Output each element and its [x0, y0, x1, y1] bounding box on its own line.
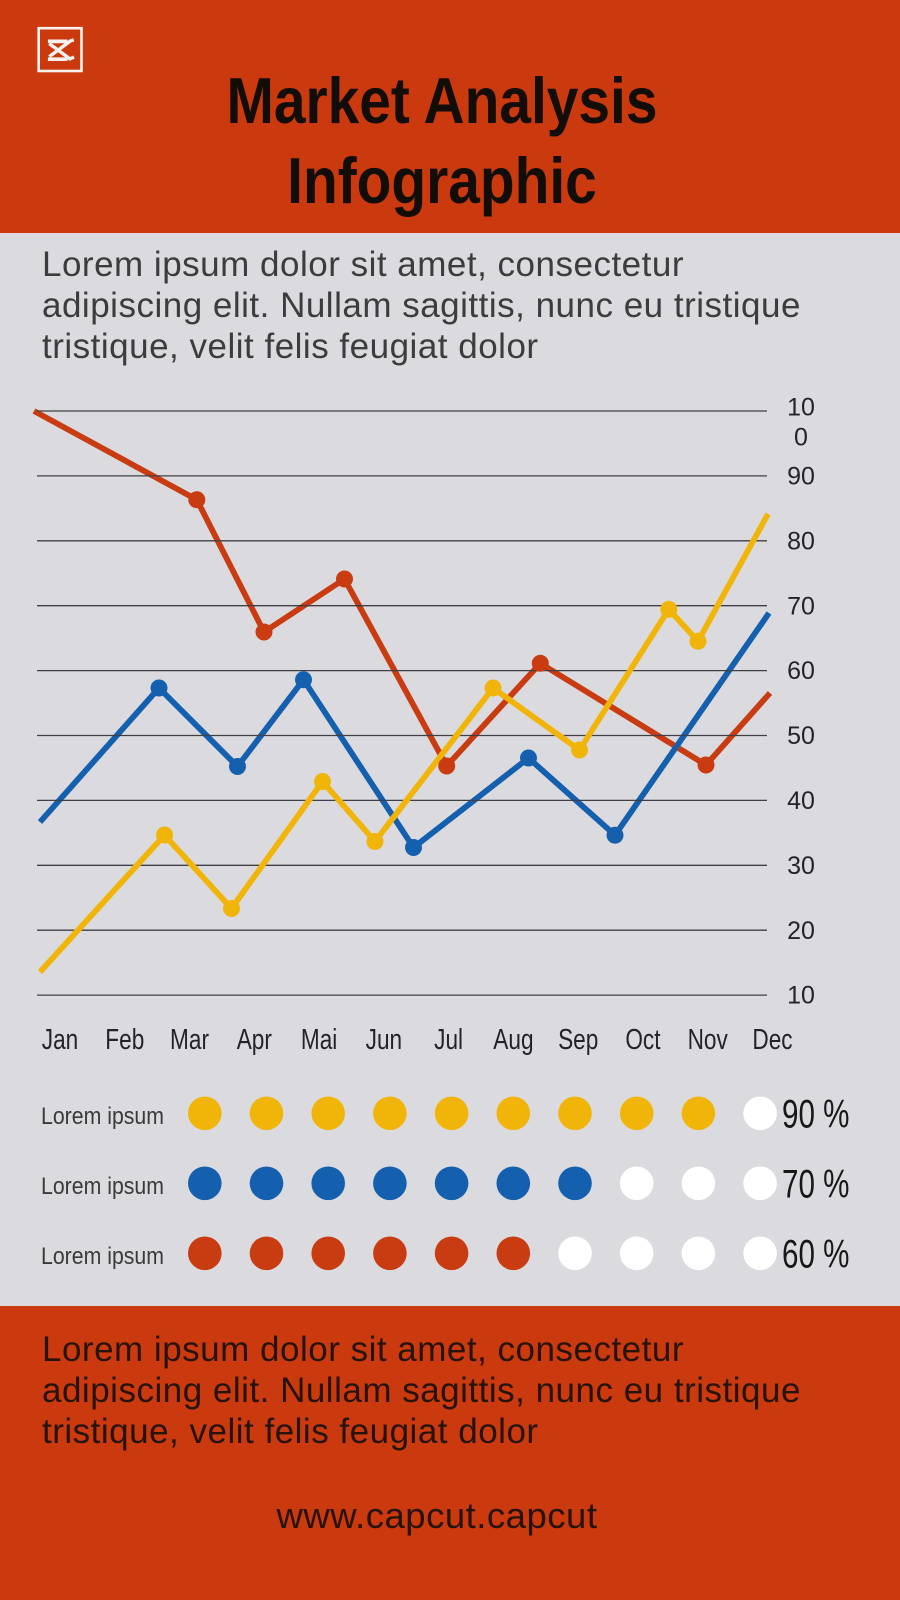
svg-text:Sep: Sep: [558, 1022, 598, 1055]
svg-text:10: 10: [787, 982, 815, 1010]
svg-text:Feb: Feb: [105, 1022, 144, 1055]
svg-text:90 %: 90 %: [782, 1092, 849, 1136]
svg-text:Jun: Jun: [366, 1022, 402, 1055]
svg-text:Dec: Dec: [752, 1022, 792, 1055]
svg-text:70: 70: [787, 592, 815, 620]
svg-text:Mar: Mar: [170, 1022, 209, 1055]
svg-text:40: 40: [787, 787, 815, 815]
svg-text:Aug: Aug: [493, 1022, 533, 1055]
svg-text:70 %: 70 %: [782, 1162, 849, 1206]
svg-text:Apr: Apr: [237, 1022, 272, 1055]
svg-text:Mai: Mai: [301, 1022, 337, 1055]
svg-text:Lorem ipsum: Lorem ipsum: [41, 1242, 164, 1270]
svg-text:80: 80: [787, 527, 815, 555]
svg-text:60: 60: [787, 657, 815, 685]
svg-text:90: 90: [787, 463, 815, 491]
svg-text:Lorem ipsum: Lorem ipsum: [41, 1102, 164, 1130]
svg-text:60 %: 60 %: [782, 1232, 849, 1276]
svg-text:10: 10: [787, 393, 815, 421]
svg-text:Lorem ipsum: Lorem ipsum: [41, 1172, 164, 1200]
svg-text:50: 50: [787, 722, 815, 750]
svg-text:Nov: Nov: [688, 1022, 728, 1055]
svg-text:Jul: Jul: [434, 1022, 463, 1055]
svg-text:Jan: Jan: [42, 1022, 78, 1055]
svg-text:20: 20: [787, 917, 815, 945]
svg-text:0: 0: [794, 423, 808, 451]
svg-text:30: 30: [787, 852, 815, 880]
svg-text:Oct: Oct: [625, 1022, 661, 1055]
